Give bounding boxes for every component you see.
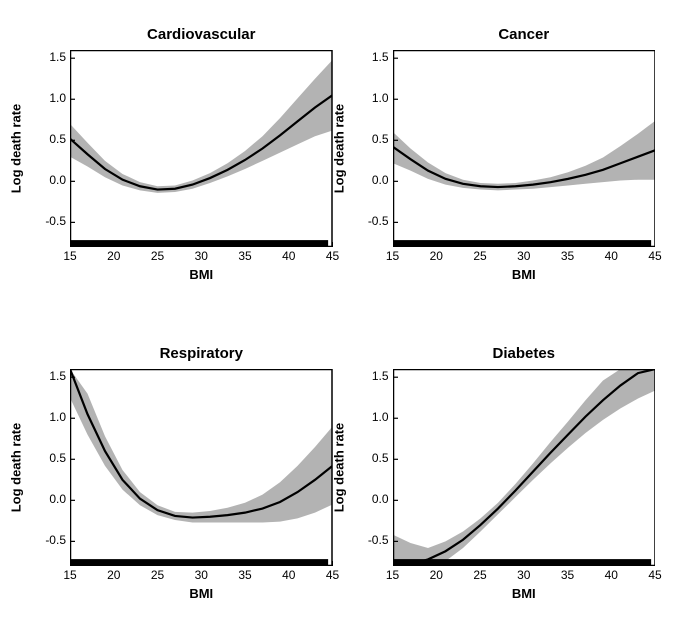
x-tick-label: 45: [640, 249, 670, 263]
panel-title: Cancer: [393, 26, 656, 43]
plot-area: [70, 369, 333, 566]
x-tick-label: 25: [465, 249, 495, 263]
plot-border: [71, 51, 333, 247]
panel-respiratory: RespiratoryLog death rateBMI152025303540…: [70, 349, 333, 598]
y-tick-label: 0.0: [32, 173, 66, 187]
y-tick-label: -0.5: [355, 214, 389, 228]
x-tick-label: 30: [186, 568, 216, 582]
y-tick-label: -0.5: [32, 533, 66, 547]
x-tick-label: 45: [640, 568, 670, 582]
x-axis-label: BMI: [393, 586, 656, 601]
y-tick-label: 1.0: [355, 91, 389, 105]
x-tick-label: 15: [55, 249, 85, 263]
plot-area: [393, 369, 656, 566]
x-tick-label: 35: [553, 568, 583, 582]
x-tick-label: 25: [143, 249, 173, 263]
x-tick-label: 35: [230, 249, 260, 263]
x-tick-label: 20: [421, 249, 451, 263]
x-tick-label: 35: [230, 568, 260, 582]
x-tick-label: 20: [99, 249, 129, 263]
x-tick-label: 45: [318, 249, 348, 263]
y-tick-label: 1.5: [32, 50, 66, 64]
y-axis-label: Log death rate: [331, 88, 346, 208]
y-tick-label: 0.5: [32, 451, 66, 465]
plot-border: [393, 51, 655, 247]
y-tick-label: 1.5: [355, 369, 389, 383]
x-tick-label: 30: [509, 249, 539, 263]
confidence-band: [393, 121, 656, 191]
y-axis-label: Log death rate: [9, 88, 24, 208]
y-tick-label: 1.0: [32, 91, 66, 105]
y-tick-label: 1.0: [355, 410, 389, 424]
y-tick-label: 0.0: [355, 173, 389, 187]
x-tick-label: 20: [421, 568, 451, 582]
figure-root: Cardiovascular Log death rate BMI 15 20 25 30 3…: [0, 0, 675, 643]
fit-line: [70, 369, 333, 518]
y-tick-label: 0.5: [355, 451, 389, 465]
y-tick-label: -0.5: [32, 214, 66, 228]
x-tick-label: 40: [274, 249, 304, 263]
x-tick-label: 25: [465, 568, 495, 582]
x-tick-label: 15: [378, 568, 408, 582]
panel-cardiovascular: CardiovascularLog death rateBMI152025303…: [70, 30, 333, 279]
y-tick-label: 1.0: [32, 410, 66, 424]
panel-title: Cardiovascular: [70, 26, 333, 43]
confidence-band: [393, 369, 656, 566]
x-tick-label: 40: [274, 568, 304, 582]
y-tick-label: 0.0: [32, 492, 66, 506]
plot-area: [393, 50, 656, 247]
panel-title: Respiratory: [70, 345, 333, 362]
x-tick-label: 45: [318, 568, 348, 582]
y-tick-label: -0.5: [355, 533, 389, 547]
x-tick-label: 35: [553, 249, 583, 263]
y-tick-label: 1.5: [32, 369, 66, 383]
x-tick-label: 15: [378, 249, 408, 263]
y-tick-label: 0.5: [32, 132, 66, 146]
x-tick-label: 30: [186, 249, 216, 263]
confidence-band: [70, 369, 333, 522]
y-axis-label: Log death rate: [9, 407, 24, 527]
x-axis-label: BMI: [70, 586, 333, 601]
panel-diabetes: DiabetesLog death rateBMI15202530354045-…: [393, 349, 656, 598]
x-tick-label: 15: [55, 568, 85, 582]
y-axis-label: Log death rate: [331, 407, 346, 527]
x-tick-label: 40: [596, 568, 626, 582]
y-tick-label: 0.0: [355, 492, 389, 506]
plot-area: [70, 50, 333, 247]
panel-cancer: CancerLog death rateBMI15202530354045-0.…: [393, 30, 656, 279]
y-tick-label: 0.5: [355, 132, 389, 146]
y-tick-label: 1.5: [355, 50, 389, 64]
x-axis-label: BMI: [393, 267, 656, 282]
x-axis-label: BMI: [70, 267, 333, 282]
x-tick-label: 30: [509, 568, 539, 582]
x-tick-label: 25: [143, 568, 173, 582]
panel-title: Diabetes: [393, 345, 656, 362]
x-tick-label: 20: [99, 568, 129, 582]
x-tick-label: 40: [596, 249, 626, 263]
